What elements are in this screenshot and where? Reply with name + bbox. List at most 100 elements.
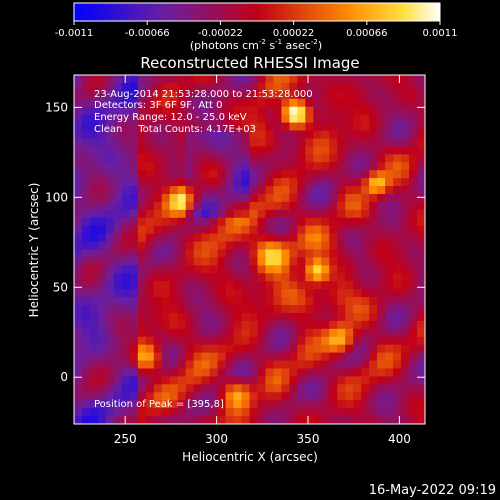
heatmap-cell [409,249,418,259]
heatmap-cell [145,106,155,116]
heatmap-cell [273,305,283,314]
heatmap-cell [201,209,211,219]
heatmap-cell [153,225,163,235]
heatmap-cell [201,281,211,290]
heatmap-cell [393,297,402,306]
heatmap-cell [81,281,91,290]
heatmap-cell [225,209,235,219]
heatmap-cell [369,297,378,306]
heatmap-cell [97,90,107,100]
heatmap-cell [233,360,243,370]
heatmap-cell [409,265,418,274]
heatmap-cell [201,193,211,203]
heatmap-cell [169,225,179,235]
heatmap-cell [313,416,322,424]
heatmap-cell [129,82,139,92]
heatmap-cell [345,281,354,290]
heatmap-cell [121,193,131,203]
heatmap-cell [225,305,235,314]
heatmap-cell [113,193,123,203]
heatmap-cell [345,82,354,92]
heatmap-cell [217,273,227,282]
heatmap-cell [313,241,322,251]
heatmap-cell [241,209,251,219]
heatmap-cell [401,233,410,243]
heatmap-cell [185,408,195,417]
heatmap-cell [273,75,283,84]
heatmap-cell [74,162,83,171]
heatmap-cell [177,352,187,362]
heatmap-cell [265,297,275,306]
heatmap-cell [201,233,211,243]
heatmap-cell [145,225,155,235]
heatmap-cell [249,352,259,362]
heatmap-cell [113,178,123,187]
heatmap-cell [369,162,378,171]
heatmap-cell [209,186,219,195]
heatmap-cell [74,122,83,132]
heatmap-cell [233,122,243,132]
heatmap-cell [81,249,91,259]
heatmap-cell [74,384,83,393]
heatmap-cell [193,249,203,259]
heatmap-cell [409,273,418,282]
heatmap-cell [329,201,338,211]
heatmap-cell [313,193,322,203]
heatmap-cell [169,146,179,155]
heatmap-cell [337,241,346,251]
heatmap-cell [121,281,131,290]
heatmap-cell [169,90,179,100]
heatmap-cell [337,408,346,417]
heatmap-cell [345,312,354,322]
heatmap-cell [241,193,251,203]
heatmap-cell [313,376,322,385]
heatmap-cell [249,257,259,266]
heatmap-cell [185,281,195,290]
heatmap-cell [257,209,267,219]
heatmap-cell [345,122,354,132]
heatmap-cell [121,186,131,195]
heatmap-cell [281,320,290,330]
heatmap-cell [345,360,354,370]
heatmap-cell [145,154,155,163]
heatmap-cell [377,193,386,203]
heatmap-cell [241,82,251,92]
heatmap-cell [217,297,227,306]
heatmap-cell [137,368,147,378]
heatmap-cell [217,344,227,354]
heatmap-cell [161,114,171,124]
heatmap-cell [361,273,370,282]
heatmap-cell [297,130,306,140]
heatmap-cell [129,217,139,227]
heatmap-cell [265,162,275,171]
heatmap-cell [97,336,107,346]
heatmap-cell [361,130,370,140]
heatmap-cell [297,186,306,195]
heatmap-cell [121,162,131,171]
heatmap-cell [329,193,338,203]
heatmap-cell [337,376,346,385]
heatmap-cell [257,241,267,251]
heatmap-cell [401,154,410,163]
heatmap-cell [201,416,211,424]
heatmap-cell [121,98,131,108]
heatmap-cell [74,98,83,108]
heatmap-cell [401,352,410,362]
heatmap-cell [257,75,267,84]
heatmap-cell [145,217,155,227]
heatmap-cell [137,154,147,163]
heatmap-cell [385,225,394,235]
heatmap-cell [225,170,235,179]
heatmap-cell [249,392,259,401]
heatmap-cell [209,225,219,235]
heatmap-cell [249,297,259,306]
heatmap-cell [241,344,251,354]
heatmap-cell [417,122,425,132]
heatmap-cell [265,281,275,290]
heatmap-cell [369,106,378,116]
heatmap-cell [409,98,418,108]
heatmap-cell [297,376,306,385]
heatmap-cell [97,82,107,92]
heatmap-cell [257,82,267,92]
heatmap-cell [265,90,275,100]
